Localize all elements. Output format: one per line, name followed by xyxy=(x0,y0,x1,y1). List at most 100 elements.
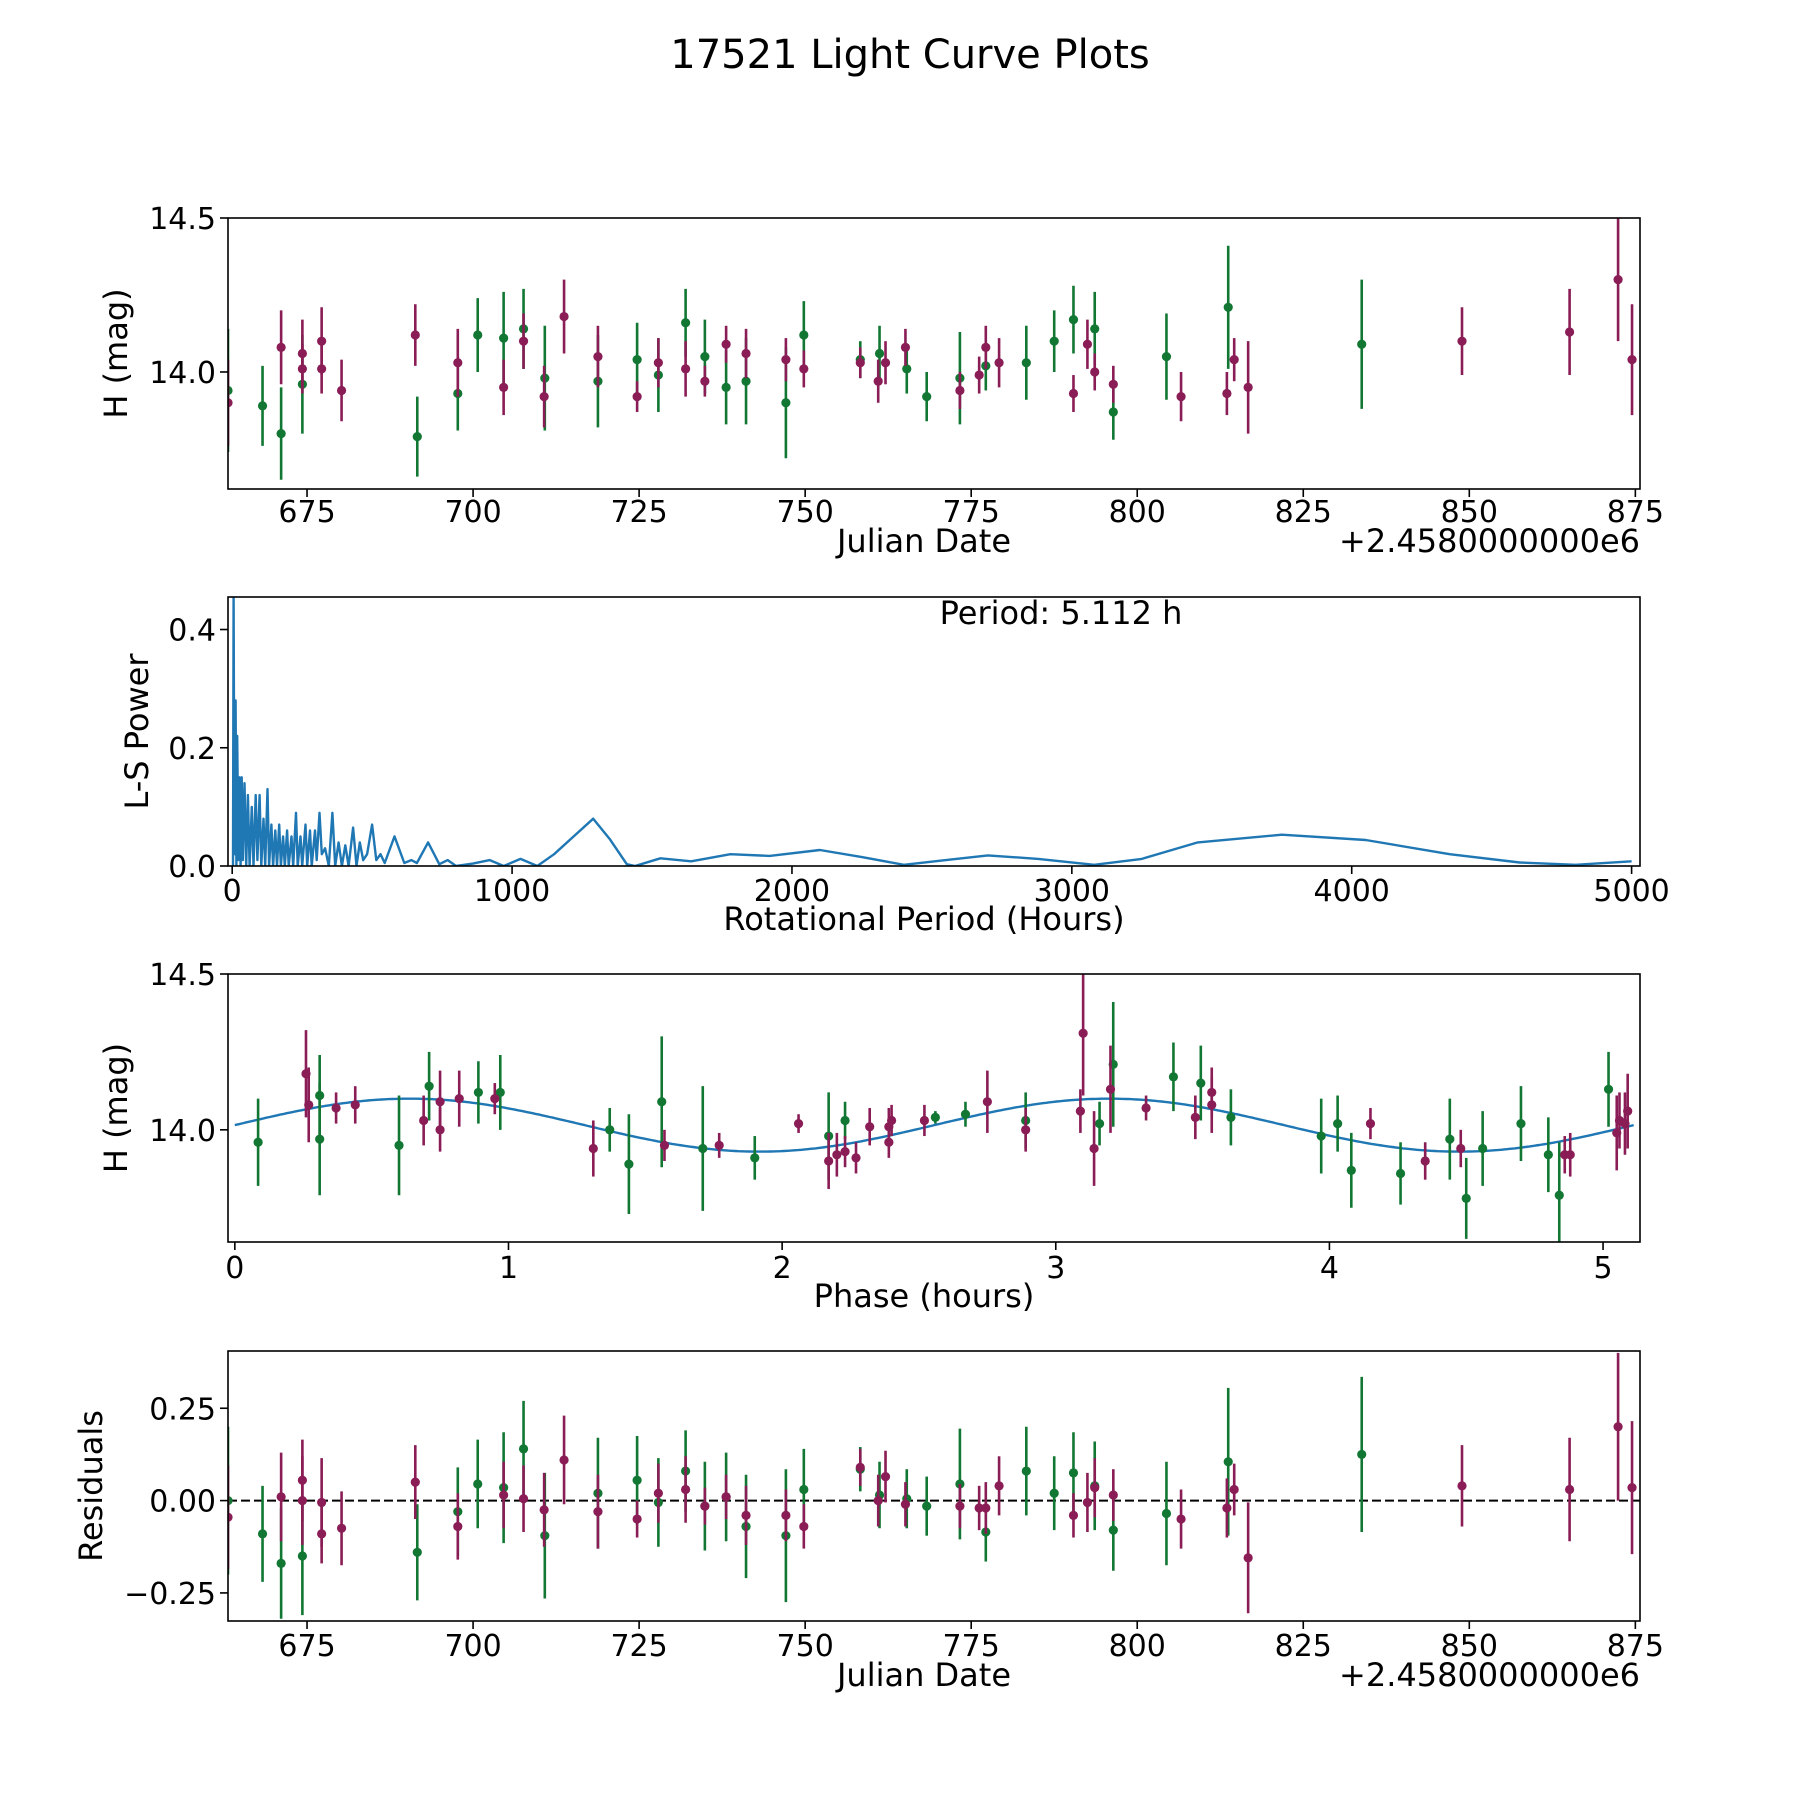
x-tick-label: 725 xyxy=(610,495,667,530)
marker xyxy=(412,432,422,442)
data-point-magenta xyxy=(593,1474,603,1549)
data-point-magenta xyxy=(982,1070,992,1133)
marker xyxy=(1021,1125,1031,1135)
marker xyxy=(1229,355,1239,365)
marker xyxy=(700,351,710,362)
marker xyxy=(1222,1503,1232,1513)
marker xyxy=(317,336,327,346)
x-tick-label: 675 xyxy=(278,495,335,530)
data-point-green xyxy=(1161,313,1172,400)
marker xyxy=(1108,407,1118,417)
marker xyxy=(539,1505,549,1515)
marker xyxy=(1395,1168,1406,1179)
marker xyxy=(276,1558,286,1568)
phased-curve-frame xyxy=(227,973,1641,1243)
data-point-magenta xyxy=(1190,1095,1200,1140)
marker xyxy=(960,1109,971,1119)
phased-curve-y-label: H (mag) xyxy=(97,1043,135,1173)
marker xyxy=(1613,274,1623,285)
periodogram-frame xyxy=(227,596,1641,867)
data-point-magenta xyxy=(304,1067,314,1143)
phased-curve-y-ticks: 14.0 14.5 xyxy=(149,958,228,1149)
marker xyxy=(257,401,268,411)
data-point-magenta xyxy=(1243,341,1253,434)
marker xyxy=(518,1494,529,1504)
marker xyxy=(297,364,307,374)
data-point-green xyxy=(1603,1051,1614,1127)
marker xyxy=(1357,1449,1367,1460)
marker xyxy=(1108,1525,1118,1535)
x-tick-label: 4 xyxy=(1320,1251,1339,1286)
marker xyxy=(1516,1118,1526,1129)
marker xyxy=(1094,1118,1105,1129)
data-point-magenta xyxy=(855,347,865,379)
marker xyxy=(922,1501,932,1511)
y-tick-label: 0.4 xyxy=(168,614,216,649)
data-point-magenta xyxy=(1068,375,1079,413)
light-curve-y-label: H (mag) xyxy=(97,288,135,418)
data-point-magenta xyxy=(559,1415,569,1505)
phased-curve-x-label: Phase (hours) xyxy=(814,1277,1035,1315)
marker xyxy=(276,1492,286,1502)
data-point-green xyxy=(1226,1089,1236,1146)
data-point-green xyxy=(1161,1461,1172,1566)
marker xyxy=(1420,1156,1430,1166)
marker xyxy=(721,339,731,349)
data-point-magenta xyxy=(824,1132,834,1190)
data-point-magenta xyxy=(1176,371,1186,422)
marker xyxy=(902,364,912,374)
data-point-magenta xyxy=(276,310,286,385)
marker xyxy=(1243,1553,1253,1563)
marker xyxy=(1176,392,1186,402)
marker xyxy=(1243,382,1253,392)
data-point-magenta xyxy=(1627,304,1637,416)
data-point-green xyxy=(902,344,912,394)
phased-curve-panel: 0 1 2 3 4 5 14.0 14.5 Phase (hours) H (mag) xyxy=(97,958,1641,1315)
marker xyxy=(851,1153,861,1163)
data-point-magenta xyxy=(588,1120,598,1177)
x-tick-label: 2 xyxy=(773,1251,792,1286)
data-point-green xyxy=(1223,245,1233,369)
marker xyxy=(799,364,809,374)
data-point-magenta xyxy=(721,325,731,363)
data-point-magenta xyxy=(880,1450,891,1503)
marker xyxy=(681,318,691,328)
marker xyxy=(632,355,642,365)
data-point-magenta xyxy=(539,1472,549,1547)
marker xyxy=(799,330,809,340)
marker xyxy=(624,1159,634,1169)
marker xyxy=(495,1087,505,1098)
x-tick-label: 850 xyxy=(1441,495,1498,530)
data-point-green xyxy=(473,1439,483,1529)
marker xyxy=(1229,1484,1239,1495)
marker xyxy=(1478,1143,1488,1154)
data-point-green xyxy=(424,1051,434,1121)
marker xyxy=(588,1143,598,1154)
marker xyxy=(435,1097,445,1107)
y-tick-label: 14.0 xyxy=(149,1114,216,1149)
data-point-magenta xyxy=(873,359,883,403)
data-point-green xyxy=(874,325,885,382)
data-point-magenta xyxy=(228,1465,233,1569)
data-point-magenta xyxy=(741,1485,751,1545)
marker xyxy=(982,1097,992,1107)
data-point-magenta xyxy=(410,304,420,366)
data-point-magenta xyxy=(994,1456,1004,1516)
data-point-green xyxy=(1461,1157,1471,1239)
light-curve-marks xyxy=(228,218,1637,480)
marker xyxy=(1564,327,1575,337)
data-point-green xyxy=(253,1098,263,1186)
marker xyxy=(741,348,751,359)
data-point-magenta xyxy=(653,1463,663,1523)
data-point-magenta xyxy=(974,1485,984,1531)
marker xyxy=(1346,1165,1356,1175)
marker xyxy=(1075,1106,1085,1116)
data-point-magenta xyxy=(981,325,991,369)
data-point-magenta xyxy=(900,1482,911,1527)
marker xyxy=(453,1521,463,1532)
data-point-magenta xyxy=(1222,1478,1232,1538)
data-point-magenta xyxy=(1623,1073,1633,1149)
marker xyxy=(518,1444,529,1454)
marker xyxy=(331,1103,341,1113)
data-point-magenta xyxy=(832,1132,842,1177)
